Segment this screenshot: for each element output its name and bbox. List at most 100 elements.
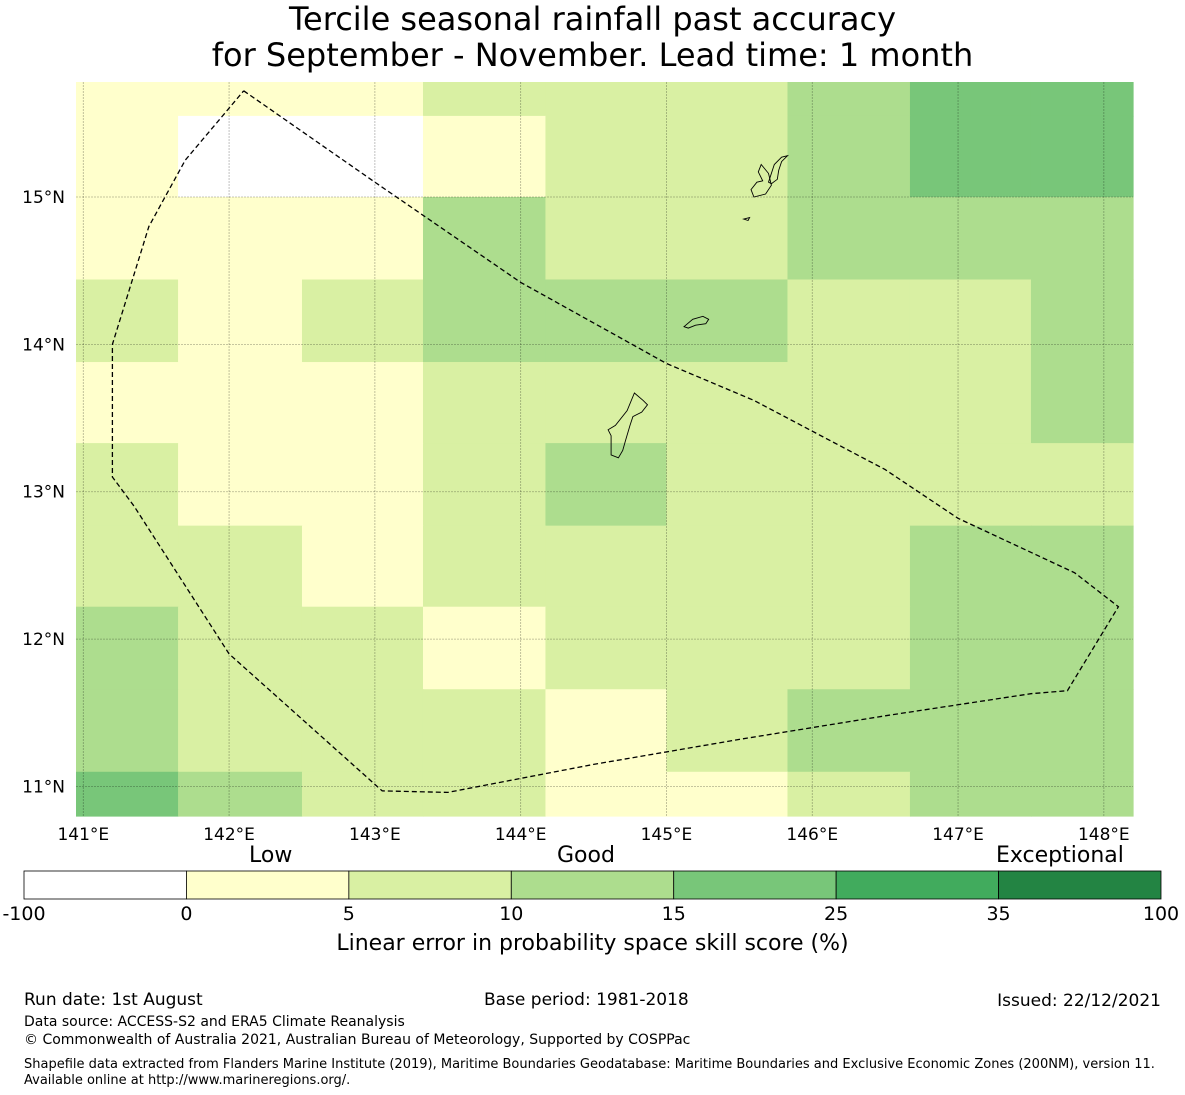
skill-cell <box>1030 279 1134 363</box>
skill-cell <box>76 362 179 444</box>
skill-cell <box>301 525 424 608</box>
skill-cell <box>666 82 789 117</box>
skill-cell <box>909 606 1032 690</box>
skill-cell <box>909 115 1032 198</box>
skill-cell <box>666 443 789 527</box>
colorbar-swatch <box>23 870 187 900</box>
skill-cell <box>1030 771 1134 817</box>
skill-cell <box>76 771 179 817</box>
skill-cell <box>545 771 668 817</box>
skill-cell <box>545 82 668 117</box>
skill-cell <box>1030 689 1134 773</box>
skill-cell <box>76 606 179 690</box>
skill-cell <box>422 771 547 817</box>
colorbar-tick-label: 10 <box>499 903 523 925</box>
colorbar-category-exceptional: Exceptional <box>996 843 1124 868</box>
skill-cell <box>545 279 668 363</box>
island-outline <box>742 216 751 222</box>
skill-cell <box>301 196 424 281</box>
skill-cell <box>909 443 1032 527</box>
data-source: Data source: ACCESS-S2 and ERA5 Climate … <box>24 1014 405 1030</box>
skill-cell <box>545 689 668 773</box>
skill-cell <box>545 196 668 281</box>
skill-cell <box>666 362 789 444</box>
lon-tick-label: 146°E <box>786 825 838 845</box>
lon-tick-label: 147°E <box>932 825 984 845</box>
skill-cell <box>422 606 547 690</box>
skill-cell <box>422 279 547 363</box>
lon-tick-label: 148°E <box>1078 825 1130 845</box>
colorbar-tick-label: 5 <box>343 903 355 925</box>
map-title-line-2: for September - November. Lead time: 1 m… <box>211 36 974 74</box>
colorbar-tick-label: 35 <box>986 903 1010 925</box>
colorbar-tick-label: 0 <box>180 903 192 925</box>
issued-date: Issued: 22/12/2021 <box>997 991 1161 1011</box>
island-outline <box>750 163 772 198</box>
colorbar-tick-label: 25 <box>824 903 848 925</box>
skill-cell <box>909 689 1032 773</box>
skill-cell <box>301 115 424 198</box>
base-period: Base period: 1981-2018 <box>484 990 689 1010</box>
skill-cell <box>422 82 547 117</box>
skill-cell <box>178 606 303 690</box>
skill-cell <box>422 689 547 773</box>
skill-cell <box>787 771 911 817</box>
skill-cell <box>545 362 668 444</box>
colorbar-tick-label: -100 <box>2 903 45 925</box>
lat-tick-label: 12°N <box>22 630 65 650</box>
skill-cell <box>422 362 547 444</box>
skill-cell <box>76 82 179 117</box>
skill-cell <box>1030 443 1134 527</box>
lon-tick-label: 143°E <box>349 825 401 845</box>
skill-cell <box>909 771 1032 817</box>
skill-cell <box>178 443 303 527</box>
skill-cell <box>787 82 911 117</box>
skill-cell <box>787 525 911 608</box>
skill-grid <box>76 82 1134 817</box>
skill-cell <box>787 115 911 198</box>
colorbar-swatch <box>673 870 837 900</box>
colorbar: -100 0 5 10 15 25 35 100 <box>2 870 1179 925</box>
skill-cell <box>909 279 1032 363</box>
eez-boundary <box>111 90 1120 794</box>
lon-tick-label: 145°E <box>641 825 693 845</box>
shapefile-note: Shapefile data extracted from Flanders M… <box>24 1057 1155 1088</box>
skill-cell <box>301 771 424 817</box>
lat-tick-label: 13°N <box>22 483 65 503</box>
colorbar-swatch <box>348 870 512 900</box>
skill-cell <box>76 196 179 281</box>
graticule <box>76 82 1133 816</box>
skill-cell <box>301 82 424 117</box>
skill-cell <box>787 362 911 444</box>
colorbar-category-low: Low <box>249 843 293 868</box>
skill-cell <box>545 443 668 527</box>
skill-cell <box>76 279 179 363</box>
lat-tick-label: 15°N <box>22 188 65 208</box>
skill-cell <box>1030 525 1134 608</box>
skill-cell <box>178 771 303 817</box>
run-date: Run date: 1st August <box>24 990 203 1010</box>
skill-cell <box>178 525 303 608</box>
skill-cell <box>76 689 179 773</box>
lat-tick-label: 11°N <box>22 778 65 798</box>
skill-cell <box>666 689 789 773</box>
skill-cell <box>909 196 1032 281</box>
skill-cell <box>787 606 911 690</box>
colorbar-tick-label: 15 <box>662 903 686 925</box>
colorbar-swatch <box>998 870 1162 900</box>
lat-tick-label: 14°N <box>22 335 65 355</box>
skill-cell <box>787 279 911 363</box>
skill-cell <box>787 689 911 773</box>
colorbar-swatch <box>835 870 999 900</box>
skill-cell <box>301 443 424 527</box>
skill-cell <box>545 525 668 608</box>
skill-cell <box>666 606 789 690</box>
skill-cell <box>178 115 303 198</box>
coastlines <box>607 154 789 459</box>
skill-cell <box>301 279 424 363</box>
skill-cell <box>76 525 179 608</box>
skill-cell <box>422 525 547 608</box>
colorbar-category-good: Good <box>557 843 615 868</box>
skill-cell <box>422 115 547 198</box>
